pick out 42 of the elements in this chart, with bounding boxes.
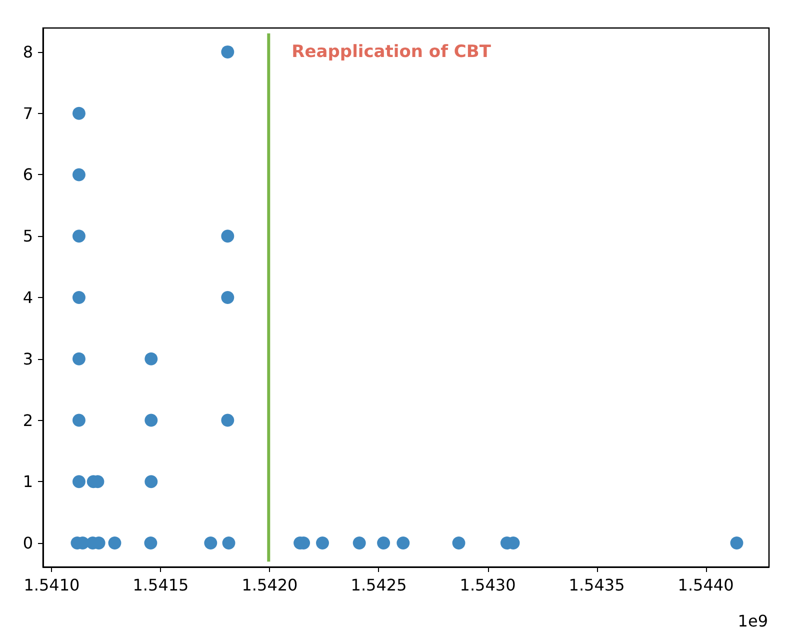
- x-tick-label: 1.5415: [132, 576, 189, 594]
- point: [144, 352, 158, 366]
- point: [730, 536, 744, 550]
- point: [316, 536, 329, 550]
- point: [377, 536, 390, 550]
- text: 1e9: [738, 612, 768, 630]
- point: [396, 536, 410, 550]
- point: [72, 352, 86, 366]
- y-tick-label: 8: [22, 42, 33, 62]
- x-tick-label: 1.5440: [678, 576, 734, 594]
- point: [144, 475, 158, 488]
- y-tick-label: 1: [22, 472, 33, 492]
- point: [452, 536, 466, 550]
- y-tick-label: 7: [22, 104, 33, 123]
- point: [72, 168, 86, 182]
- point: [144, 536, 158, 550]
- point: [72, 106, 86, 120]
- y-tick-label: 0: [22, 534, 33, 553]
- point: [221, 414, 234, 427]
- ref-line-label: Reapplication of CBT: [292, 42, 492, 62]
- point: [72, 475, 86, 488]
- x-tick-label: 1.5425: [350, 576, 407, 594]
- y-tick-label: 4: [22, 288, 33, 307]
- y-tick-label: 6: [22, 165, 33, 184]
- point: [108, 536, 122, 550]
- point: [144, 414, 158, 427]
- x-tick-label: 1.5435: [568, 576, 625, 594]
- point: [204, 536, 218, 550]
- y-tick-label: 3: [22, 349, 33, 368]
- y-tick-label: 2: [22, 410, 33, 430]
- point: [72, 414, 86, 427]
- y-tick-label: 5: [22, 226, 33, 246]
- x-tick-label: 1.5410: [24, 576, 80, 594]
- point: [221, 230, 234, 243]
- point: [72, 230, 86, 243]
- point: [72, 291, 86, 304]
- x-tick-label: 1.5420: [242, 576, 298, 594]
- x-tick-label: 1.5430: [460, 576, 516, 594]
- point: [221, 45, 234, 58]
- point: [222, 536, 236, 550]
- point: [221, 291, 234, 304]
- point: [352, 536, 366, 550]
